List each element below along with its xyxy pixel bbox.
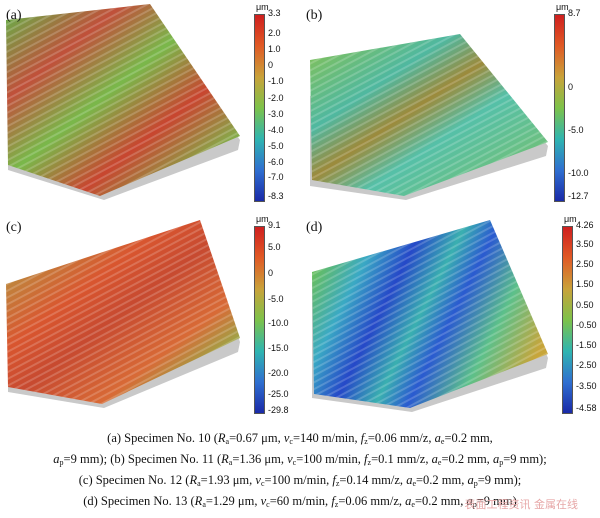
panel-a: (a) μm 3.3 2.0 1.0 0 -1.0 -2.0 -3.0 -4.0… — [0, 0, 300, 212]
tick-b-1: 0 — [568, 82, 574, 92]
tick-a-3: 0 — [268, 60, 274, 70]
unit-label-a: μm — [256, 2, 269, 12]
tick-a-1: 2.0 — [268, 28, 281, 38]
tick-c-6: -20.0 — [268, 368, 289, 378]
figure-caption: (a) Specimen No. 10 (Ra=0.67 μm, vc=140 … — [0, 428, 600, 512]
colorbar-a — [254, 14, 265, 202]
tick-a-4: -1.0 — [268, 76, 284, 86]
panel-d: (d) μm 4.26 3.50 2.50 1.50 0.50 -0.50 -1… — [300, 212, 600, 424]
unit-label-c: μm — [256, 214, 269, 224]
caption-line-2: ap=9 mm); (b) Specimen No. 11 (Ra=1.36 μ… — [53, 452, 547, 467]
caption-line-1: (a) Specimen No. 10 (Ra=0.67 μm, vc=140 … — [107, 431, 493, 446]
tick-c-0: 9.1 — [268, 220, 281, 230]
tick-d-7: -2.50 — [576, 360, 597, 370]
tick-d-6: -1.50 — [576, 340, 597, 350]
tick-d-2: 2.50 — [576, 259, 594, 269]
tick-c-7: -25.0 — [268, 389, 289, 399]
tick-d-5: -0.50 — [576, 320, 597, 330]
tick-c-1: 5.0 — [268, 242, 281, 252]
tick-d-3: 1.50 — [576, 279, 594, 289]
panel-label-c: (c) — [6, 220, 22, 235]
tick-b-0: 8.7 — [568, 8, 581, 18]
surface-plot-c — [6, 220, 240, 408]
panel-label-d: (d) — [306, 220, 323, 235]
surface-plot-b — [310, 34, 548, 200]
tick-b-2: -5.0 — [568, 125, 584, 135]
unit-label-d: μm — [564, 214, 577, 224]
panel-label-a: (a) — [6, 8, 22, 23]
colorbar-c — [254, 226, 265, 414]
unit-label-b: μm — [556, 2, 569, 12]
tick-a-8: -5.0 — [268, 141, 284, 151]
tick-a-2: 1.0 — [268, 44, 281, 54]
tick-a-9: -6.0 — [268, 157, 284, 167]
tick-c-3: -5.0 — [268, 294, 284, 304]
caption-line-4: (d) Specimen No. 13 (Ra=1.29 μm, vc=60 m… — [83, 494, 517, 509]
colorbar-d — [562, 226, 573, 414]
tick-c-8: -29.8 — [268, 405, 289, 415]
tick-a-11: -8.3 — [268, 191, 284, 201]
tick-a-0: 3.3 — [268, 8, 281, 18]
colorbar-b — [554, 14, 565, 202]
panel-b: (b) μm 8.7 0 -5.0 -10.0 -12.7 — [300, 0, 600, 212]
tick-d-8: -3.50 — [576, 381, 597, 391]
tick-b-4: -12.7 — [568, 191, 589, 201]
tick-a-5: -2.0 — [268, 93, 284, 103]
tick-d-1: 3.50 — [576, 239, 594, 249]
watermark: 表面工程资讯 金属在线 — [464, 498, 579, 511]
tick-a-7: -4.0 — [268, 125, 284, 135]
panel-c: (c) μm 9.1 5.0 0 -5.0 -10.0 -15.0 -20.0 … — [0, 212, 300, 424]
tick-c-4: -10.0 — [268, 318, 289, 328]
tick-d-0: 4.26 — [576, 220, 594, 230]
tick-a-6: -3.0 — [268, 109, 284, 119]
tick-d-4: 0.50 — [576, 300, 594, 310]
surface-plot-d — [312, 220, 548, 412]
tick-c-5: -15.0 — [268, 343, 289, 353]
tick-b-3: -10.0 — [568, 168, 589, 178]
surface-plot-a — [6, 4, 240, 200]
caption-line-3: (c) Specimen No. 12 (Ra=1.93 μm, vc=100 … — [78, 473, 522, 488]
panel-label-b: (b) — [306, 8, 323, 23]
tick-a-10: -7.0 — [268, 172, 284, 182]
tick-c-2: 0 — [268, 268, 274, 278]
tick-d-9: -4.58 — [576, 403, 597, 413]
